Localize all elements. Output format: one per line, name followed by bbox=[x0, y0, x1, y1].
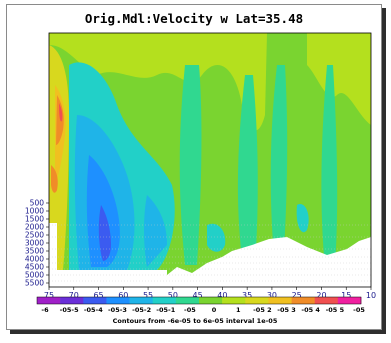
colorbar-label: 0 bbox=[212, 306, 217, 314]
chart-title: Orig.Mdl:Velocity w Lat=35.48 bbox=[84, 11, 304, 26]
land-mask bbox=[167, 237, 371, 287]
y-tick-label: 5500 bbox=[25, 279, 44, 288]
contour-band bbox=[207, 223, 226, 252]
contour-band bbox=[51, 165, 58, 193]
contour-band bbox=[157, 33, 267, 131]
contour-band bbox=[49, 33, 157, 78]
x-tick-label: 25 bbox=[292, 291, 302, 300]
colorbar-swatch bbox=[314, 297, 339, 304]
colorbar-swatch bbox=[175, 297, 200, 304]
colorbar-swatch bbox=[60, 297, 84, 304]
colorbar-label: -05 5 bbox=[326, 306, 345, 314]
colorbar-swatch bbox=[129, 297, 154, 304]
x-tick-label: 75 bbox=[44, 291, 54, 300]
x-tick-label: 45 bbox=[193, 291, 203, 300]
chart-svg: 75 70 65 60 55 50 45 40 35 30 25 20 15 10 50010001500… bbox=[25, 32, 376, 325]
x-tick-label: 60 bbox=[118, 291, 128, 300]
y-tick-label: 5000 bbox=[25, 271, 44, 280]
plot-border bbox=[48, 32, 372, 288]
colorbar-label: -05 bbox=[353, 306, 365, 314]
contour-band bbox=[59, 103, 63, 122]
x-tick-label: 10 bbox=[366, 291, 376, 300]
colorbar-label: -05 3 bbox=[277, 306, 296, 314]
colorbar-swatch bbox=[222, 297, 246, 304]
colorbar-border bbox=[36, 296, 362, 305]
contour-band bbox=[98, 205, 111, 261]
y-tick-label: 4500 bbox=[25, 263, 44, 272]
colorbar-label: -05-5 bbox=[60, 306, 79, 314]
colorbar-label: -05-3 bbox=[108, 306, 127, 314]
x-tick-label: 15 bbox=[341, 291, 351, 300]
colorbar-label: -05-4 bbox=[84, 306, 103, 314]
y-tick-label: 3500 bbox=[25, 247, 44, 256]
colorbar-swatch bbox=[337, 297, 362, 304]
y-tick-label: 1000 bbox=[25, 207, 44, 216]
x-axis-ticks: 75 70 65 60 55 50 45 40 35 30 25 20 15 10 bbox=[44, 287, 376, 300]
colorbar-swatch bbox=[291, 297, 316, 304]
contour-band bbox=[144, 195, 167, 267]
colorbar-labels: -6 -05-5 -05-4 -05-3 -05-2 -05-1 -05 0 1 -05 2 -05… bbox=[41, 306, 365, 314]
y-tick-label: 2500 bbox=[25, 231, 44, 240]
colorbar-swatch bbox=[268, 297, 292, 304]
x-tick-label: 30 bbox=[267, 291, 277, 300]
x-tick-label: 70 bbox=[69, 291, 79, 300]
contour-field bbox=[49, 33, 371, 287]
colorbar-label: -05-2 bbox=[132, 306, 151, 314]
colorbar-label: -05 bbox=[184, 306, 196, 314]
contour-band bbox=[237, 75, 258, 267]
colorbar-swatch bbox=[245, 297, 269, 304]
x-tick-label: 55 bbox=[143, 291, 153, 300]
y-tick-label: 3000 bbox=[25, 239, 44, 248]
colorbar-label: -6 bbox=[41, 306, 49, 314]
colorbar-swatch bbox=[106, 297, 130, 304]
colorbar-swatch bbox=[83, 297, 107, 304]
y-tick-label: 4000 bbox=[25, 255, 44, 264]
colorbar-swatch bbox=[199, 297, 223, 304]
land-mask bbox=[49, 223, 57, 270]
contour-band bbox=[321, 65, 338, 267]
x-tick-label: 20 bbox=[316, 291, 326, 300]
colorbar-swatch bbox=[37, 297, 61, 304]
y-tick-label: 2000 bbox=[25, 223, 44, 232]
chart-frame: Orig.Mdl:Velocity w Lat=35.48 bbox=[6, 4, 382, 330]
contour-band bbox=[56, 95, 64, 145]
y-axis-ticks: 5001000150020002500300035004000450050005… bbox=[25, 199, 49, 288]
land-mask bbox=[49, 270, 167, 287]
x-tick-label: 50 bbox=[168, 291, 178, 300]
x-tick-label: 65 bbox=[93, 291, 103, 300]
contour-band bbox=[270, 65, 288, 267]
x-tick-label: 35 bbox=[242, 291, 252, 300]
contour-band bbox=[296, 204, 309, 233]
colorbar-label: -05-1 bbox=[156, 306, 175, 314]
y-tick-label: 1500 bbox=[25, 215, 44, 224]
colorbar-label: -05 2 bbox=[253, 306, 272, 314]
contour-footer: Contours from -6e-05 to 6e-05 interval 1… bbox=[113, 317, 278, 325]
contour-band bbox=[179, 65, 202, 265]
colorbar-label: 1 bbox=[236, 306, 241, 314]
colorbar bbox=[36, 296, 362, 305]
colorbar-label: -05 4 bbox=[301, 306, 320, 314]
x-tick-label: 40 bbox=[217, 291, 227, 300]
y-tick-label: 500 bbox=[30, 199, 45, 208]
colorbar-swatch bbox=[152, 297, 177, 304]
contour-band bbox=[307, 33, 371, 125]
